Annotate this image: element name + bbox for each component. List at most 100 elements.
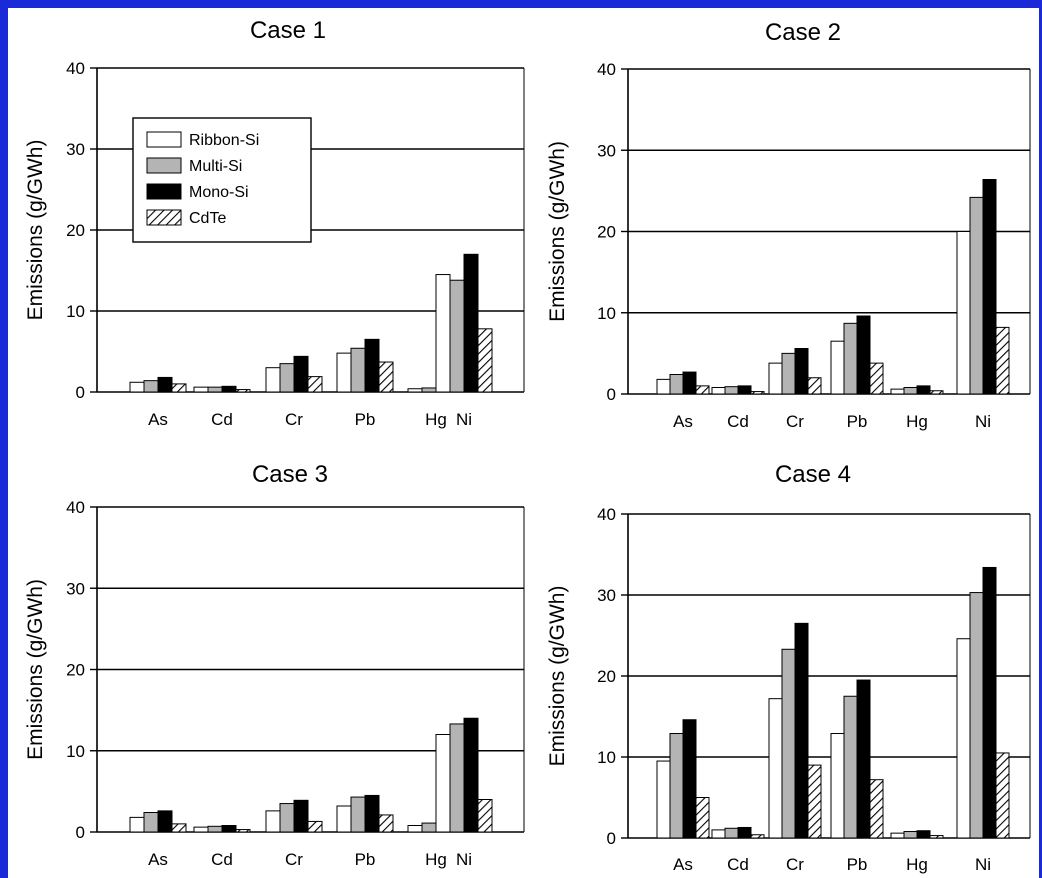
- bar-mono-si-ni: [463, 253, 479, 393]
- y-tick-label: 30: [66, 579, 85, 598]
- x-tick-label: Pb: [355, 410, 376, 429]
- bar-multi-si-cd: [724, 386, 739, 395]
- y-axis-label: Emissions (g/GWh): [24, 140, 47, 321]
- bar-cdte-cr: [807, 764, 822, 839]
- x-tick-label: Hg: [906, 855, 928, 874]
- bar-ribbon-si-cd: [711, 829, 726, 839]
- bar-mono-si-hg: [916, 385, 931, 395]
- y-tick-label: 10: [66, 742, 85, 761]
- bar-multi-si-hg: [421, 387, 437, 393]
- x-tick-label: Cr: [285, 410, 303, 429]
- bar-mono-si-cr: [293, 799, 309, 833]
- bar-mono-si-as: [157, 376, 173, 393]
- legend: Ribbon-Si Multi-Si Mono-Si CdTe: [132, 117, 312, 243]
- bar-cdte-cr: [807, 377, 822, 395]
- chart-panel-4: Case 4 0 10 20 30 40 Emissions (g/GWh) As Cd Cr Pb…: [546, 461, 1031, 874]
- bar-multi-si-hg: [903, 831, 918, 839]
- bar-mono-si-ni: [463, 717, 479, 833]
- bar-ribbon-si-pb: [830, 340, 845, 395]
- bar-multi-si-cr: [279, 803, 295, 833]
- bar-ribbon-si-ni: [435, 734, 451, 833]
- y-tick-label: 30: [597, 141, 616, 160]
- bar-ribbon-si-hg: [407, 825, 423, 833]
- bar-multi-si-pb: [350, 796, 366, 833]
- bar-multi-si-as: [143, 380, 159, 393]
- bar-cdte-cd: [235, 829, 251, 833]
- bar-mono-si-cd: [737, 385, 752, 395]
- bar-ribbon-si-cd: [711, 387, 726, 395]
- y-tick-label: 0: [607, 385, 616, 404]
- bar-multi-si-cr: [781, 648, 796, 839]
- legend-swatch-mono-si: [146, 183, 182, 200]
- bar-multi-si-ni: [449, 279, 465, 393]
- bar-multi-si-pb: [843, 322, 858, 395]
- bar-cdte-pb: [869, 779, 884, 839]
- bar-mono-si-ni: [982, 566, 997, 839]
- x-tick-label: Pb: [847, 855, 868, 874]
- bar-mono-si-cr: [293, 355, 309, 393]
- y-axis-label: Emissions (g/GWh): [546, 141, 569, 322]
- bar-cdte-hg: [929, 390, 944, 395]
- y-axis-label: Emissions (g/GWh): [24, 579, 47, 760]
- x-tick-label: As: [148, 850, 168, 869]
- bar-multi-si-ni: [449, 723, 465, 833]
- bar-ribbon-si-cd: [193, 826, 209, 833]
- bar-mono-si-pb: [856, 315, 871, 395]
- bar-cdte-cr: [307, 820, 323, 833]
- bar-mono-si-hg: [916, 830, 931, 839]
- bar-ribbon-si-as: [656, 760, 671, 839]
- bar-multi-si-cd: [724, 827, 739, 839]
- bar-mono-si-cd: [737, 826, 752, 839]
- bar-cdte-pb: [869, 362, 884, 395]
- bar-cdte-as: [695, 385, 710, 395]
- x-tick-label: As: [673, 855, 693, 874]
- y-tick-label: 30: [66, 140, 85, 159]
- bar-ribbon-si-hg: [890, 388, 905, 395]
- x-tick-label: Cd: [727, 855, 749, 874]
- x-tick-label: Cd: [211, 410, 233, 429]
- bar-cdte-cd: [750, 391, 765, 395]
- bar-multi-si-cd: [207, 825, 223, 833]
- bar-multi-si-hg: [903, 387, 918, 395]
- bar-ribbon-si-hg: [407, 388, 423, 393]
- bar-mono-si-as: [682, 371, 697, 395]
- chart-title: Case 3: [252, 461, 328, 488]
- bar-mono-si-pb: [364, 794, 380, 833]
- y-tick-label: 20: [597, 667, 616, 686]
- x-tick-label: Pb: [355, 850, 376, 869]
- y-tick-label: 20: [66, 221, 85, 240]
- bar-ribbon-si-pb: [336, 352, 352, 393]
- bar-cdte-pb: [378, 361, 394, 393]
- y-tick-label: 10: [597, 748, 616, 767]
- bar-ribbon-si-pb: [336, 805, 352, 833]
- chart-title: Case 2: [765, 19, 841, 46]
- legend-swatch-cdte: [146, 209, 182, 226]
- y-tick-label: 0: [607, 829, 616, 848]
- y-tick-label: 40: [66, 59, 85, 78]
- bar-multi-si-ni: [969, 592, 984, 839]
- bar-cdte-as: [171, 823, 187, 833]
- bar-mono-si-ni: [982, 179, 997, 395]
- x-tick-label: Cd: [727, 412, 749, 431]
- bar-cdte-cr: [307, 376, 323, 393]
- bar-cdte-ni: [995, 326, 1010, 395]
- bar-mono-si-as: [157, 810, 173, 833]
- bar-multi-si-as: [669, 733, 684, 839]
- bar-mono-si-cd: [221, 825, 237, 833]
- y-tick-label: 0: [76, 823, 85, 842]
- legend-label: Mono-Si: [189, 184, 249, 201]
- x-tick-label: Cr: [786, 412, 804, 431]
- bar-ribbon-si-ni: [956, 231, 971, 395]
- bar-cdte-ni: [477, 799, 493, 833]
- bar-ribbon-si-hg: [890, 832, 905, 839]
- bar-cdte-cd: [750, 834, 765, 839]
- x-tick-label: Ni: [975, 412, 991, 431]
- bar-cdte-ni: [477, 328, 493, 393]
- bar-multi-si-cr: [279, 363, 295, 393]
- bar-ribbon-si-pb: [830, 733, 845, 839]
- bar-multi-si-pb: [350, 347, 366, 393]
- x-tick-label: Cr: [786, 855, 804, 874]
- chart-title: Case 1: [250, 17, 326, 44]
- legend-label: Ribbon-Si: [189, 132, 259, 149]
